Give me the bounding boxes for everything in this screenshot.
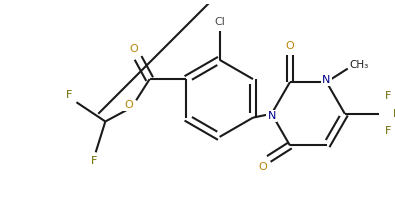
Text: N: N	[322, 75, 331, 85]
Text: F: F	[90, 156, 97, 166]
Text: O: O	[286, 41, 294, 51]
Text: F: F	[385, 126, 391, 136]
Text: O: O	[124, 100, 133, 110]
Text: F: F	[393, 109, 395, 119]
Text: CH₃: CH₃	[350, 60, 369, 70]
Text: F: F	[385, 91, 391, 102]
Text: Cl: Cl	[214, 17, 225, 27]
Text: N: N	[267, 111, 276, 121]
Text: O: O	[259, 162, 267, 172]
Text: O: O	[130, 44, 139, 54]
Text: F: F	[66, 89, 72, 100]
